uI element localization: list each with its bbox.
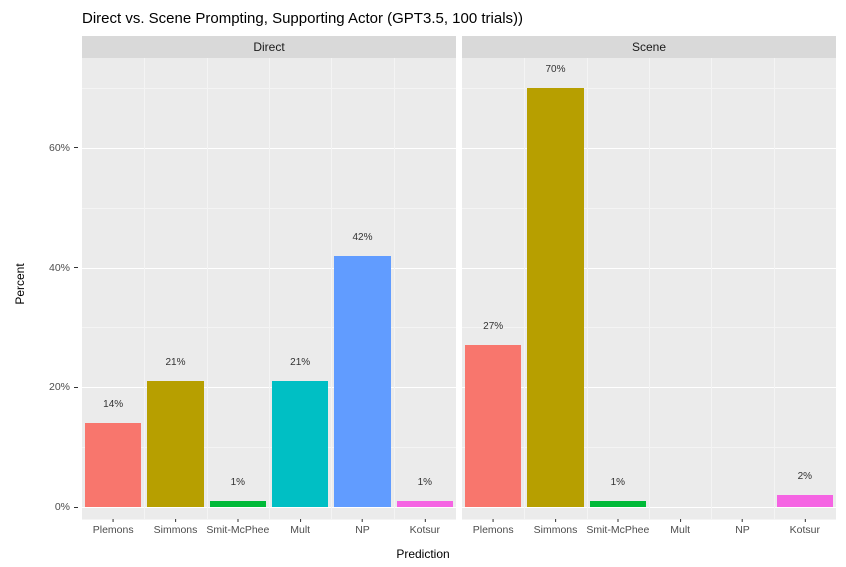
bar xyxy=(397,501,453,507)
x-axis-ticks: Plemons Simmons Smit-McPhee Mult NP Kotsur xyxy=(82,519,456,539)
bar-value-label: 1% xyxy=(418,477,432,488)
x-tick-label: Plemons xyxy=(93,524,134,536)
bar-value-label: 21% xyxy=(165,357,185,368)
chart-root: Direct vs. Scene Prompting, Supporting A… xyxy=(0,0,846,567)
bar-value-label: 2% xyxy=(798,471,812,482)
bar xyxy=(147,381,203,507)
x-tick-label: Mult xyxy=(290,524,310,536)
x-tick-label: NP xyxy=(735,524,750,536)
bar-value-label: 70% xyxy=(545,64,565,75)
y-tick: 60% xyxy=(49,142,78,154)
x-tick-label: Simmons xyxy=(534,524,578,536)
facet-strip: Scene xyxy=(462,36,836,58)
y-tick-label: 40% xyxy=(49,262,70,274)
bar-value-label: 21% xyxy=(290,357,310,368)
x-tick-label: Simmons xyxy=(154,524,198,536)
x-tick-label: Smit-McPhee xyxy=(586,524,649,536)
bar-value-label: 42% xyxy=(352,232,372,243)
y-tick: 20% xyxy=(49,381,78,393)
y-axis-ticks: 0% 20% 40% 60% xyxy=(36,58,78,519)
x-tick-label: Kotsur xyxy=(410,524,440,536)
bar xyxy=(777,495,833,507)
y-tick: 0% xyxy=(55,501,78,513)
facet: Scene27%70%1%2%PlemonsSimmonsSmit-McPhee… xyxy=(462,36,836,519)
y-tick: 40% xyxy=(49,262,78,274)
bar xyxy=(210,501,266,507)
plot-area: 14%21%1%21%42%1%PlemonsSimmonsSmit-McPhe… xyxy=(82,58,456,519)
facet-panels: Direct14%21%1%21%42%1%PlemonsSimmonsSmit… xyxy=(82,36,836,519)
x-tick-label: Mult xyxy=(670,524,690,536)
x-tick-label: NP xyxy=(355,524,370,536)
chart-title: Direct vs. Scene Prompting, Supporting A… xyxy=(82,10,523,27)
bar xyxy=(272,381,328,507)
bar-value-label: 1% xyxy=(611,477,625,488)
bar xyxy=(465,345,521,507)
y-tick-label: 60% xyxy=(49,142,70,154)
bar xyxy=(85,423,141,507)
plot-area: 27%70%1%2%PlemonsSimmonsSmit-McPheeMultN… xyxy=(462,58,836,519)
x-axis-label: Prediction xyxy=(396,547,449,561)
facet-strip: Direct xyxy=(82,36,456,58)
x-tick-label: Smit-McPhee xyxy=(206,524,269,536)
bar-value-label: 14% xyxy=(103,399,123,410)
facet: Direct14%21%1%21%42%1%PlemonsSimmonsSmit… xyxy=(82,36,456,519)
bar-value-label: 27% xyxy=(483,321,503,332)
y-tick-label: 20% xyxy=(49,381,70,393)
x-tick-label: Kotsur xyxy=(790,524,820,536)
y-tick-label: 0% xyxy=(55,501,70,513)
bar xyxy=(527,88,583,507)
x-tick-label: Plemons xyxy=(473,524,514,536)
bar xyxy=(590,501,646,507)
x-axis-ticks: Plemons Simmons Smit-McPhee Mult NP Kotsur xyxy=(462,519,836,539)
bar xyxy=(334,256,390,507)
y-axis-label: Percent xyxy=(13,263,27,304)
bar-value-label: 1% xyxy=(231,477,245,488)
